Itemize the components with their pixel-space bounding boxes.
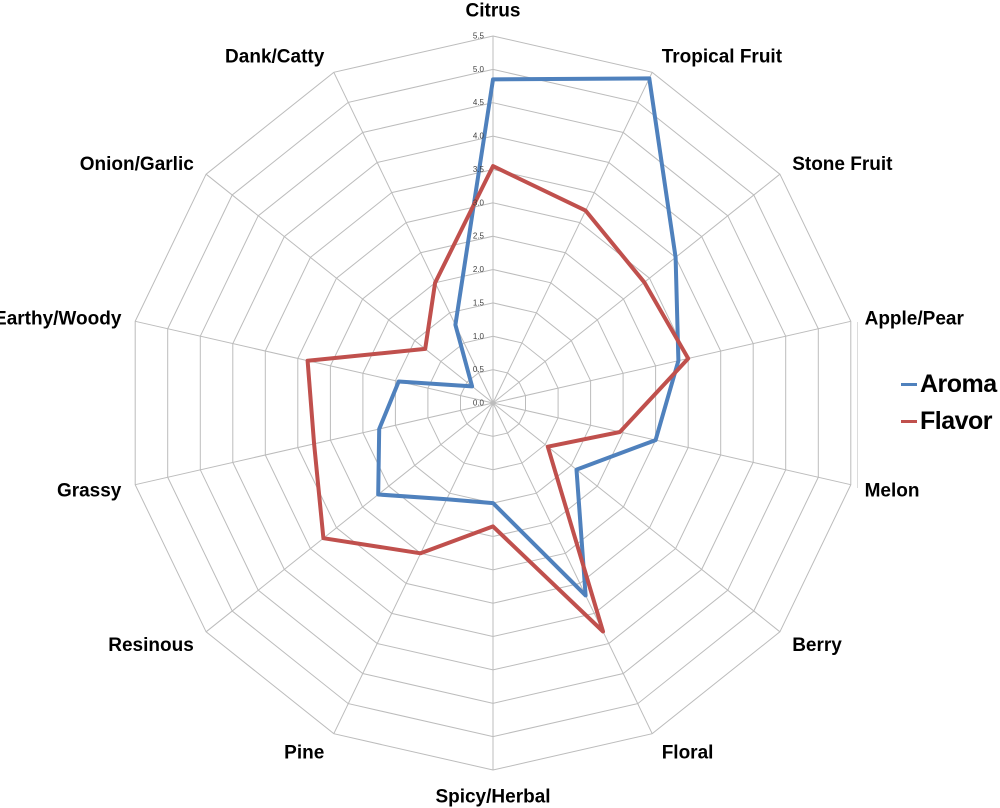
grid-spoke [205, 402, 494, 633]
grid-spoke [492, 320, 851, 404]
plot-area-right-edge [857, 322, 858, 488]
aroma-line-swatch-icon [901, 382, 917, 386]
radial-tick-label: 2.0 [473, 265, 485, 274]
radial-tick-label: 5.0 [473, 65, 485, 74]
category-label-stone-fruit: Stone Fruit [792, 154, 893, 175]
category-label-grassy: Grassy [57, 480, 122, 501]
grid-spoke [492, 402, 653, 734]
grid-spoke [333, 402, 494, 734]
grid-spoke [492, 402, 851, 486]
legend-label-aroma: Aroma [920, 369, 997, 398]
category-label-earthy-woody: Earthy/Woody [0, 309, 122, 330]
series-aroma-line [376, 76, 681, 598]
radial-tick-label: 4.0 [473, 132, 485, 141]
category-label-spicy-herbal: Spicy/Herbal [435, 787, 550, 808]
category-label-melon: Melon [865, 480, 920, 501]
series-flavor-line [305, 164, 691, 634]
flavor-line-swatch-icon [901, 419, 917, 423]
grid-spoke [333, 72, 494, 404]
legend-label-flavor: Flavor [920, 406, 993, 435]
radial-tick-label: 5.5 [473, 32, 485, 41]
radial-tick-label: 0.0 [473, 399, 485, 408]
radial-tick-label: 3.0 [473, 198, 485, 207]
radial-tick-label: 1.5 [473, 298, 485, 307]
category-label-onion-garlic: Onion/Garlic [80, 154, 194, 175]
category-label-floral: Floral [662, 742, 714, 763]
category-label-tropical-fruit: Tropical Fruit [662, 47, 783, 68]
legend: Aroma Flavor [901, 369, 997, 436]
category-label-resinous: Resinous [108, 635, 194, 656]
grid-spoke [135, 320, 494, 404]
legend-item-aroma: Aroma [901, 369, 997, 399]
category-label-pine: Pine [284, 742, 324, 763]
category-label-dank-catty: Dank/Catty [225, 47, 325, 68]
grid-spoke [205, 173, 494, 404]
radial-tick-label: 3.5 [473, 165, 485, 174]
grid-spoke [492, 173, 781, 404]
grid-spoke [492, 402, 781, 633]
category-label-apple-pear: Apple/Pear [865, 309, 965, 330]
grid-spoke [492, 72, 653, 404]
legend-item-flavor: Flavor [901, 406, 997, 436]
radial-tick-label: 4.5 [473, 98, 485, 107]
radial-tick-label: 0.5 [473, 365, 485, 374]
radial-tick-label: 2.5 [473, 232, 485, 241]
radial-tick-label: 1.0 [473, 332, 485, 341]
category-label-berry: Berry [792, 635, 842, 656]
category-label-citrus: Citrus [466, 1, 521, 22]
